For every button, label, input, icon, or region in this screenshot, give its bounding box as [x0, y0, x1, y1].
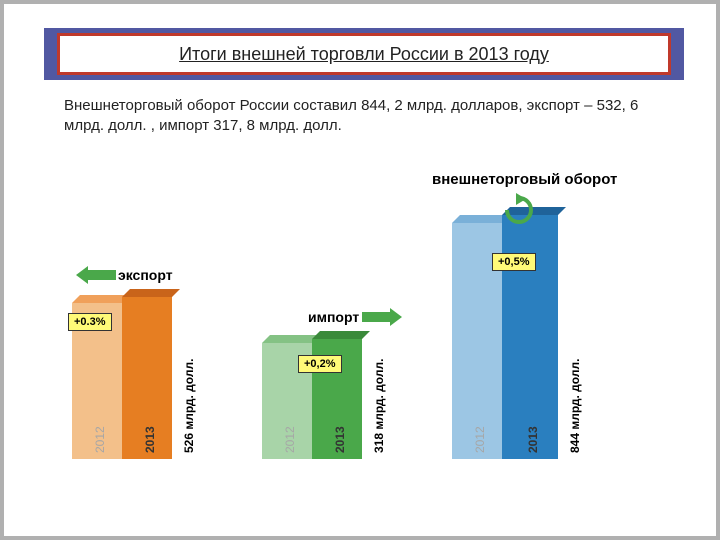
value-label: 526 млрд. долл. — [182, 359, 196, 453]
percent-badge: +0,5% — [492, 253, 536, 271]
percent-badge: +0,2% — [298, 355, 342, 373]
title-bar: Итоги внешней торговли России в 2013 год… — [44, 28, 684, 80]
year-label: 2012 — [283, 426, 297, 453]
arrow-right-icon — [362, 308, 402, 326]
bar-2013 — [502, 215, 558, 459]
body-text: Внешнеторговый оборот России составил 84… — [64, 96, 664, 137]
group-label: внешнеторговый оборот — [432, 171, 617, 188]
year-label: 2013 — [526, 426, 540, 453]
slide: Итоги внешней торговли России в 2013 год… — [4, 4, 716, 536]
chart-area: 2012 2013 526 млрд. долл. экспорт +0.3% 2012 2… — [62, 159, 662, 499]
value-label: 844 млрд. долл. — [568, 359, 582, 453]
arrow-left-icon — [76, 266, 116, 284]
slide-title: Итоги внешней торговли России в 2013 год… — [57, 33, 671, 75]
refresh-icon — [502, 193, 536, 227]
percent-badge: +0.3% — [68, 313, 112, 331]
value-label: 318 млрд. долл. — [372, 359, 386, 453]
year-label: 2012 — [473, 426, 487, 453]
year-label: 2013 — [333, 426, 347, 453]
group-label: импорт — [308, 309, 359, 325]
year-label: 2012 — [93, 426, 107, 453]
group-label: экспорт — [118, 267, 173, 283]
year-label: 2013 — [143, 426, 157, 453]
